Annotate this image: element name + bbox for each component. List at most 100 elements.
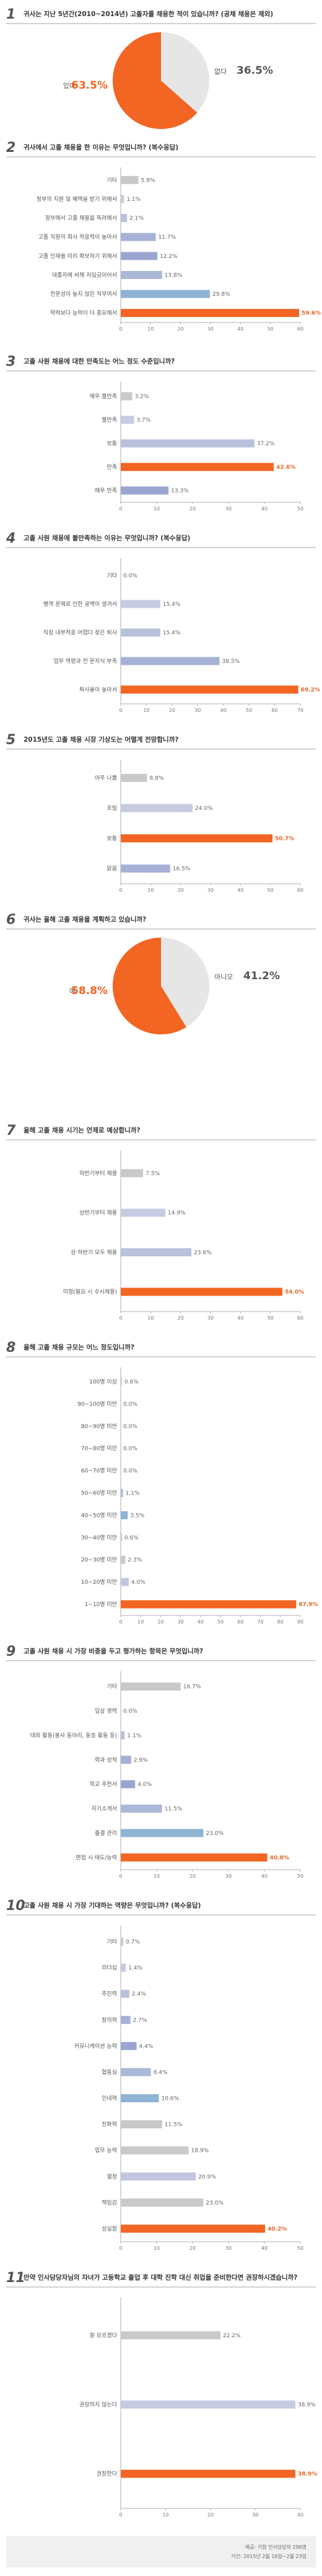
question-title: 귀사는 올해 고졸 채용을 계획하고 있습니까?	[24, 915, 146, 923]
x-tick-label: 40	[261, 506, 268, 512]
x-tick-label: 20	[178, 326, 184, 332]
pie-percent: 58.8%	[71, 985, 108, 997]
data-label: 10.6%	[161, 2096, 179, 2102]
x-tick-label: 0	[119, 1315, 122, 1321]
pie-label: 없다	[214, 68, 227, 76]
question-number: 10	[6, 1898, 25, 1914]
category-label: 입상 경력	[95, 1707, 117, 1715]
data-label: 54.0%	[285, 1289, 304, 1295]
category-label: 출결 관리	[95, 1830, 117, 1837]
category-label: 리더십	[102, 1965, 117, 1971]
data-label: 2.4%	[132, 1991, 146, 1997]
category-label: 매우 불만족	[90, 393, 117, 400]
x-tick-label: 10	[137, 1619, 144, 1625]
data-label: 4.4%	[139, 2043, 154, 2050]
x-tick-label: 60	[297, 1315, 303, 1321]
bar	[121, 1169, 144, 1178]
category-label: 퇴사율이 높아서	[79, 686, 117, 693]
x-tick-label: 40	[297, 2512, 303, 2518]
bar	[121, 463, 274, 471]
question-title: 고졸 사원 채용 시 가장 비중을 두고 평가하는 항목은 무엇입니까?	[24, 1647, 203, 1655]
bar	[121, 1555, 126, 1564]
bar	[121, 2067, 151, 2076]
bar	[121, 2120, 162, 2129]
category-label: 상반기부터 채용	[79, 1210, 117, 1217]
x-tick-label: 60	[297, 326, 303, 332]
category-label: 50~60명 미만	[81, 1490, 117, 1497]
question-title: 2015년도 고졸 채용 시장 기상도는 어떨게 전망합니까?	[24, 735, 178, 744]
x-tick-label: 20	[178, 887, 184, 893]
x-tick-label: 0	[119, 2512, 122, 2518]
category-label: 정부의 지원 및 혜택을 받기 위해서	[37, 195, 117, 203]
data-label: 3.5%	[130, 1512, 144, 1519]
bar	[121, 252, 157, 260]
x-tick-label: 10	[147, 1315, 154, 1321]
pie-slice-없다	[161, 32, 209, 113]
data-label: 1.4%	[128, 1965, 142, 1971]
x-tick-label: 10	[154, 1873, 160, 1879]
category-label: 고졸 직원의 회사 적응력이 높아서	[38, 233, 117, 241]
category-label: 학과 성적	[95, 1756, 117, 1764]
data-label: 15.4%	[163, 630, 181, 636]
data-label: 42.6%	[276, 464, 295, 471]
category-label: 만족	[107, 464, 117, 471]
question-title: 고졸 사원 채용에 대한 만족도는 어느 정도 수준입니까?	[24, 357, 175, 365]
category-label: 기타	[107, 1684, 117, 1690]
bar	[121, 1731, 125, 1739]
category-label: 아주 나쁨	[95, 775, 117, 781]
x-tick-label: 30	[207, 1315, 214, 1321]
data-label: 1.1%	[127, 1733, 141, 1739]
bar	[121, 1682, 181, 1691]
data-label: 38.5%	[222, 659, 240, 665]
category-label: 책임감	[102, 2199, 117, 2206]
x-tick-label: 0	[119, 326, 122, 332]
x-tick-label: 50	[268, 1315, 274, 1321]
bar	[121, 1489, 123, 1497]
question-title: 고졸 사원 채용 시 가장 기대하는 역량은 무엇입니까? (복수응답)	[24, 1901, 201, 1909]
question-number: 4	[6, 531, 15, 546]
category-label: 성실함	[102, 2226, 117, 2232]
data-label: 4.0%	[137, 1782, 152, 1788]
bar	[121, 1209, 166, 1217]
x-tick-label: 0	[119, 2245, 122, 2251]
x-tick-label: 40	[237, 326, 243, 332]
data-label: 23.0%	[206, 2200, 224, 2206]
x-tick-label: 0	[119, 887, 122, 893]
x-tick-label: 10	[162, 2512, 168, 2518]
data-label: 20.9%	[198, 2174, 216, 2180]
bar	[121, 2198, 204, 2207]
data-label: 0.6%	[124, 1379, 139, 1385]
category-label: 학력보다 능력이 더 중요해서	[50, 309, 117, 317]
question-number: 11	[6, 2270, 25, 2286]
x-tick-label: 90	[297, 1619, 303, 1625]
x-tick-label: 40	[237, 1315, 243, 1321]
bar	[121, 1829, 204, 1837]
x-tick-label: 20	[207, 2512, 214, 2518]
bar	[121, 600, 160, 608]
bar	[121, 415, 134, 424]
category-label: 상·하반기 모두 채용	[71, 1249, 117, 1256]
category-label: 학교 추천서	[90, 1781, 117, 1788]
bar	[121, 195, 124, 203]
data-label: 29.8%	[212, 291, 230, 298]
category-label: 매우 만족	[95, 487, 117, 494]
category-label: 70~80명 미만	[81, 1446, 117, 1452]
question-title: 귀사에서 고졸 채용을 한 이유는 무엇입니까? (복수응답)	[24, 143, 178, 151]
data-label: 2.9%	[134, 1757, 148, 1764]
bar	[121, 2401, 296, 2409]
x-tick-label: 40	[261, 1873, 268, 1879]
x-tick-label: 20	[189, 1873, 196, 1879]
x-tick-label: 30	[207, 326, 214, 332]
x-tick-label: 40	[261, 2245, 268, 2251]
data-label: 11.5%	[165, 2122, 183, 2128]
data-label: 23.6%	[194, 1250, 212, 1256]
category-label: 협동심	[102, 2068, 117, 2076]
data-label: 16.7%	[183, 1684, 201, 1690]
x-tick-label: 30	[225, 2245, 232, 2251]
bar	[121, 628, 160, 637]
data-label: 11.5%	[165, 1806, 183, 1813]
data-label: 12.2%	[160, 254, 178, 260]
category-label: 60~70명 미만	[81, 1468, 117, 1475]
data-label: 0.0%	[123, 1401, 137, 1408]
